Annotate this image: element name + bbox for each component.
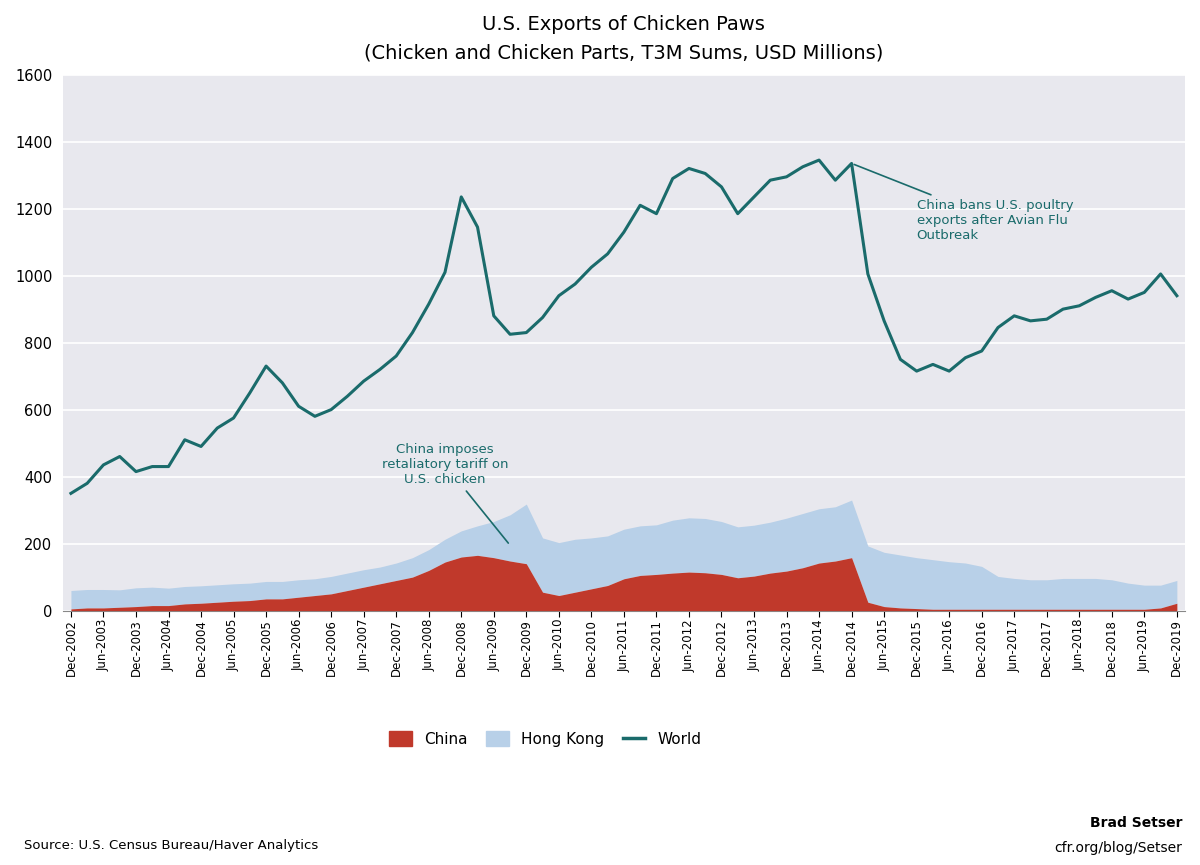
Text: Brad Setser: Brad Setser: [1090, 817, 1182, 830]
Text: China imposes
retaliatory tariff on
U.S. chicken: China imposes retaliatory tariff on U.S.…: [382, 443, 509, 543]
Text: China bans U.S. poultry
exports after Avian Flu
Outbreak: China bans U.S. poultry exports after Av…: [854, 164, 1073, 241]
Text: cfr.org/blog/Setser: cfr.org/blog/Setser: [1054, 841, 1182, 855]
Text: Source: U.S. Census Bureau/Haver Analytics: Source: U.S. Census Bureau/Haver Analyti…: [24, 839, 318, 852]
Legend: China, Hong Kong, World: China, Hong Kong, World: [383, 725, 708, 753]
Title: U.S. Exports of Chicken Paws
(Chicken and Chicken Parts, T3M Sums, USD Millions): U.S. Exports of Chicken Paws (Chicken an…: [365, 15, 883, 62]
